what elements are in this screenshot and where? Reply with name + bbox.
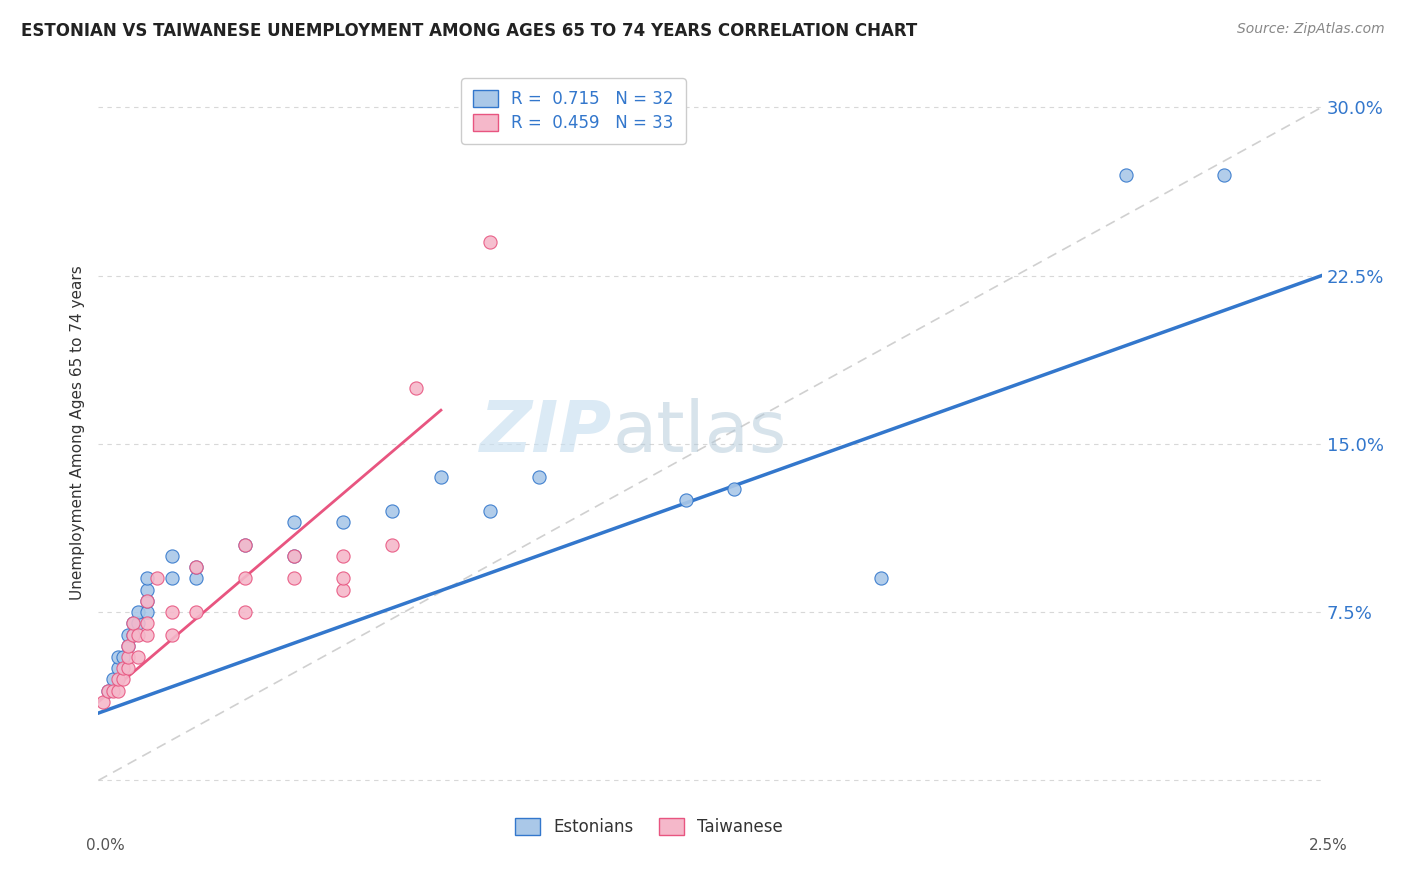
Point — [1115, 168, 1137, 182]
Point — [870, 571, 893, 585]
Point — [117, 639, 139, 653]
Text: 2.5%: 2.5% — [1309, 838, 1348, 854]
Point — [160, 549, 183, 563]
Point — [101, 683, 124, 698]
Point — [136, 571, 159, 585]
Point — [107, 650, 129, 665]
Point — [283, 516, 305, 530]
Point — [107, 661, 129, 675]
Point — [121, 627, 143, 641]
Point — [117, 627, 139, 641]
Point — [136, 605, 159, 619]
Point — [127, 627, 149, 641]
Point — [117, 661, 139, 675]
Point — [186, 560, 208, 574]
Point — [478, 504, 501, 518]
Point — [283, 571, 305, 585]
Point — [111, 661, 134, 675]
Point — [381, 504, 404, 518]
Point — [136, 594, 159, 608]
Point — [111, 673, 134, 687]
Point — [332, 582, 354, 597]
Point — [121, 616, 143, 631]
Point — [117, 639, 139, 653]
Point — [136, 627, 159, 641]
Point — [233, 538, 256, 552]
Text: atlas: atlas — [612, 398, 786, 467]
Point — [283, 549, 305, 563]
Text: 0.0%: 0.0% — [86, 838, 125, 854]
Point — [136, 616, 159, 631]
Point — [430, 470, 453, 484]
Point — [332, 571, 354, 585]
Point — [332, 516, 354, 530]
Point — [121, 616, 143, 631]
Point — [160, 627, 183, 641]
Text: ESTONIAN VS TAIWANESE UNEMPLOYMENT AMONG AGES 65 TO 74 YEARS CORRELATION CHART: ESTONIAN VS TAIWANESE UNEMPLOYMENT AMONG… — [21, 22, 917, 40]
Point — [186, 571, 208, 585]
Point — [160, 605, 183, 619]
Point — [101, 673, 124, 687]
Point — [91, 695, 114, 709]
Point — [478, 235, 501, 249]
Point — [121, 627, 143, 641]
Point — [332, 549, 354, 563]
Point — [233, 605, 256, 619]
Point — [381, 538, 404, 552]
Point — [107, 683, 129, 698]
Point — [527, 470, 550, 484]
Point — [146, 571, 169, 585]
Point — [675, 492, 697, 507]
Point — [160, 571, 183, 585]
Point — [405, 381, 427, 395]
Point — [107, 673, 129, 687]
Y-axis label: Unemployment Among Ages 65 to 74 years: Unemployment Among Ages 65 to 74 years — [69, 265, 84, 600]
Point — [186, 560, 208, 574]
Point — [97, 683, 120, 698]
Point — [111, 650, 134, 665]
Point — [283, 549, 305, 563]
Legend: Estonians, Taiwanese: Estonians, Taiwanese — [505, 808, 793, 847]
Point — [127, 650, 149, 665]
Point — [127, 605, 149, 619]
Point — [117, 650, 139, 665]
Point — [723, 482, 745, 496]
Text: ZIP: ZIP — [479, 398, 612, 467]
Point — [233, 571, 256, 585]
Text: Source: ZipAtlas.com: Source: ZipAtlas.com — [1237, 22, 1385, 37]
Point — [127, 616, 149, 631]
Point — [136, 582, 159, 597]
Point — [233, 538, 256, 552]
Point — [1212, 168, 1234, 182]
Point — [136, 594, 159, 608]
Point — [97, 683, 120, 698]
Point — [186, 605, 208, 619]
